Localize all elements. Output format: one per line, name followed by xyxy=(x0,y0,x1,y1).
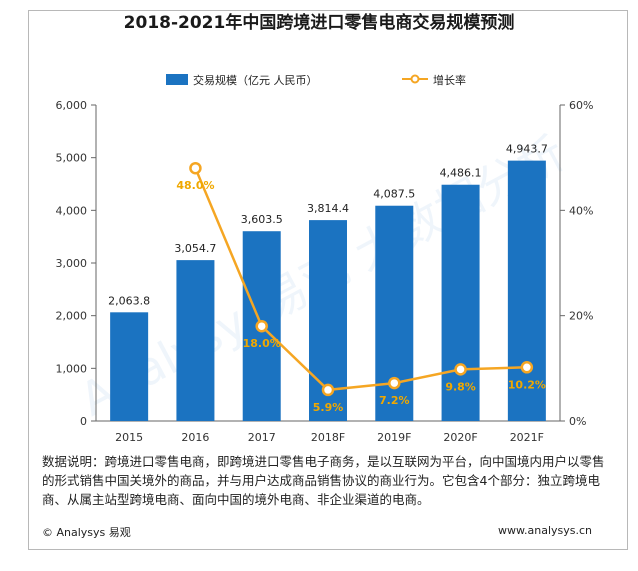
x-axis-tick-label: 2017 xyxy=(248,431,276,444)
growth-point-2019F[interactable] xyxy=(388,376,401,390)
bar-2020F[interactable] xyxy=(441,184,480,421)
left-axis-tick-label: 5,000 xyxy=(56,152,88,165)
x-axis-tick-label: 2021F xyxy=(510,431,544,444)
bar-2015[interactable] xyxy=(110,312,149,421)
growth-value-label: 10.2% xyxy=(508,378,546,391)
growth-point-2021F[interactable] xyxy=(520,361,534,374)
left-axis-tick-label: 0 xyxy=(80,415,87,428)
growth-point-2016[interactable] xyxy=(189,161,202,175)
right-axis-tick-label: 20% xyxy=(569,310,593,323)
legend: 交易规模（亿元 人民币） 增长率 xyxy=(166,73,466,87)
growth-point-2017[interactable] xyxy=(255,319,268,333)
right-axis-tick-label: 40% xyxy=(569,204,593,217)
data-labels: 2,063.8 3,054.7 3,603.5 3,814.4 4,087.5 4,486… xyxy=(108,143,548,414)
right-axis-tick-label: 0% xyxy=(569,415,586,428)
left-axis-tick-label: 2,000 xyxy=(56,310,88,323)
growth-value-label: 18.0% xyxy=(243,337,281,350)
growth-value-label: 7.2% xyxy=(379,394,410,407)
x-axis-tick-label: 2020F xyxy=(443,431,477,444)
growth-value-label: 9.8% xyxy=(445,380,476,393)
footer-copyright: © Analysys 易观 xyxy=(42,526,131,539)
legend-line-marker xyxy=(410,74,420,84)
bar-value-label: 4,486.1 xyxy=(440,167,482,180)
axes: 0 1,000 2,000 3,000 4,000 5,000 6,000 0% 20% 40% 6… xyxy=(56,99,594,444)
bar-value-label: 4,087.5 xyxy=(373,188,415,201)
growth-value-label: 48.0% xyxy=(176,179,214,192)
bar-value-label: 4,943.7 xyxy=(506,143,548,156)
x-axis-tick-label: 2019F xyxy=(377,431,411,444)
footer-website[interactable]: www.analysys.cn xyxy=(498,524,592,537)
legend-bar-swatch xyxy=(166,74,188,85)
growth-point-2018F[interactable] xyxy=(321,383,335,397)
right-axis-tick-label: 60% xyxy=(569,99,593,112)
bar-2016[interactable] xyxy=(176,260,215,421)
bar-value-label: 3,814.4 xyxy=(307,202,349,215)
data-description: 数据说明：跨境进口零售电商，即跨境进口零售电子商务，是以互联网为平台，向中国境内… xyxy=(42,454,605,507)
x-axis-tick-label: 2016 xyxy=(181,431,209,444)
left-axis-tick-label: 6,000 xyxy=(56,99,88,112)
left-axis-tick-label: 3,000 xyxy=(56,257,88,270)
x-axis-tick-label: 2018F xyxy=(311,431,345,444)
legend-bar-label: 交易规模（亿元 人民币） xyxy=(193,73,318,87)
bar-value-label: 3,054.7 xyxy=(174,242,216,255)
chart-area: Analysys易观 大数据分析 交易规模（亿元 人民币）增长率 01,0002… xyxy=(56,73,594,444)
bar-value-label: 2,063.8 xyxy=(108,294,150,307)
growth-point-2020F[interactable] xyxy=(454,363,467,376)
legend-line-label: 增长率 xyxy=(433,73,466,87)
x-axis-tick-label: 2015 xyxy=(115,431,143,444)
left-axis-tick-label: 1,000 xyxy=(56,362,88,375)
growth-line-path xyxy=(194,167,527,392)
bar-value-label: 3,603.5 xyxy=(241,213,283,226)
chart-title: 2018-2021年中国跨境进口零售电商交易规模预测 xyxy=(123,13,515,33)
growth-line xyxy=(189,161,534,397)
left-axis-tick-label: 4,000 xyxy=(56,204,88,217)
growth-value-label: 5.9% xyxy=(313,401,344,414)
bar-2021F[interactable] xyxy=(507,160,546,421)
